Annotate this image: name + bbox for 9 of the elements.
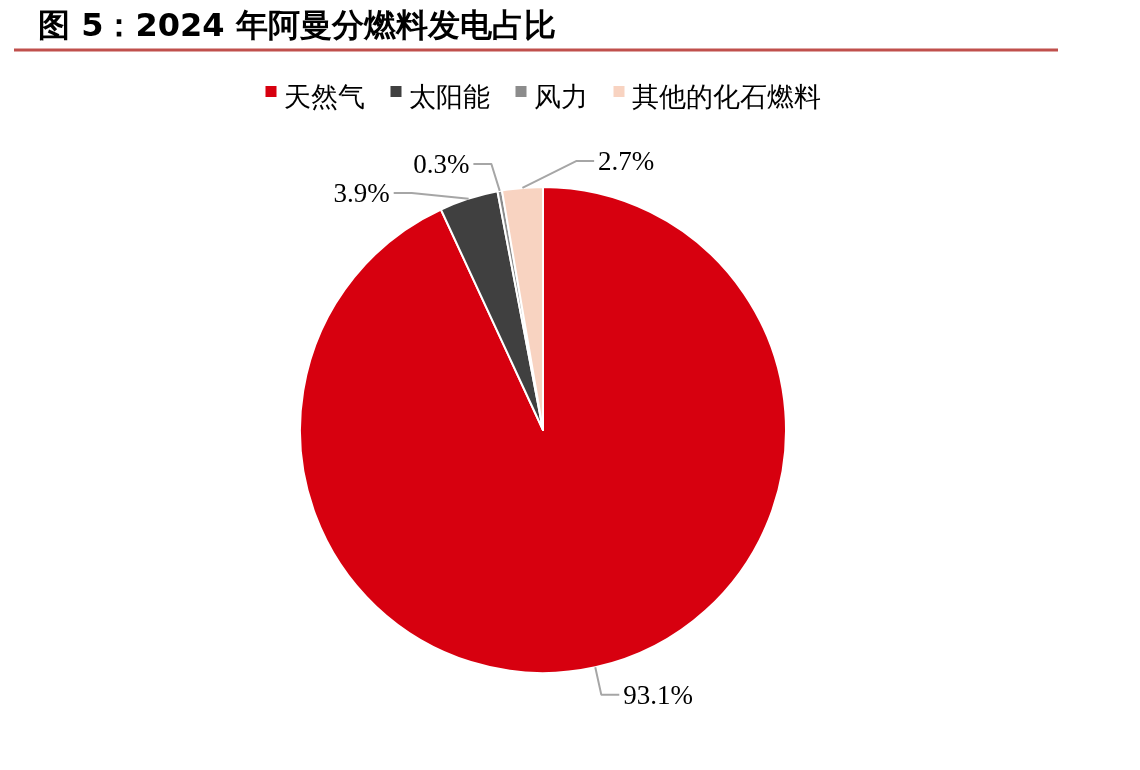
chart-title: 图 5：2024 年阿曼分燃料发电占比 [38,6,556,44]
legend-label: 太阳能 [408,80,490,112]
data-label: 0.3% [413,148,470,179]
legend-label: 天然气 [283,80,365,112]
data-label: 3.9% [333,177,390,208]
legend-label: 风力 [533,80,588,112]
data-label: 93.1% [623,679,694,710]
legend-label: 其他的化石燃料 [631,80,821,112]
data-label: 2.7% [598,146,655,177]
